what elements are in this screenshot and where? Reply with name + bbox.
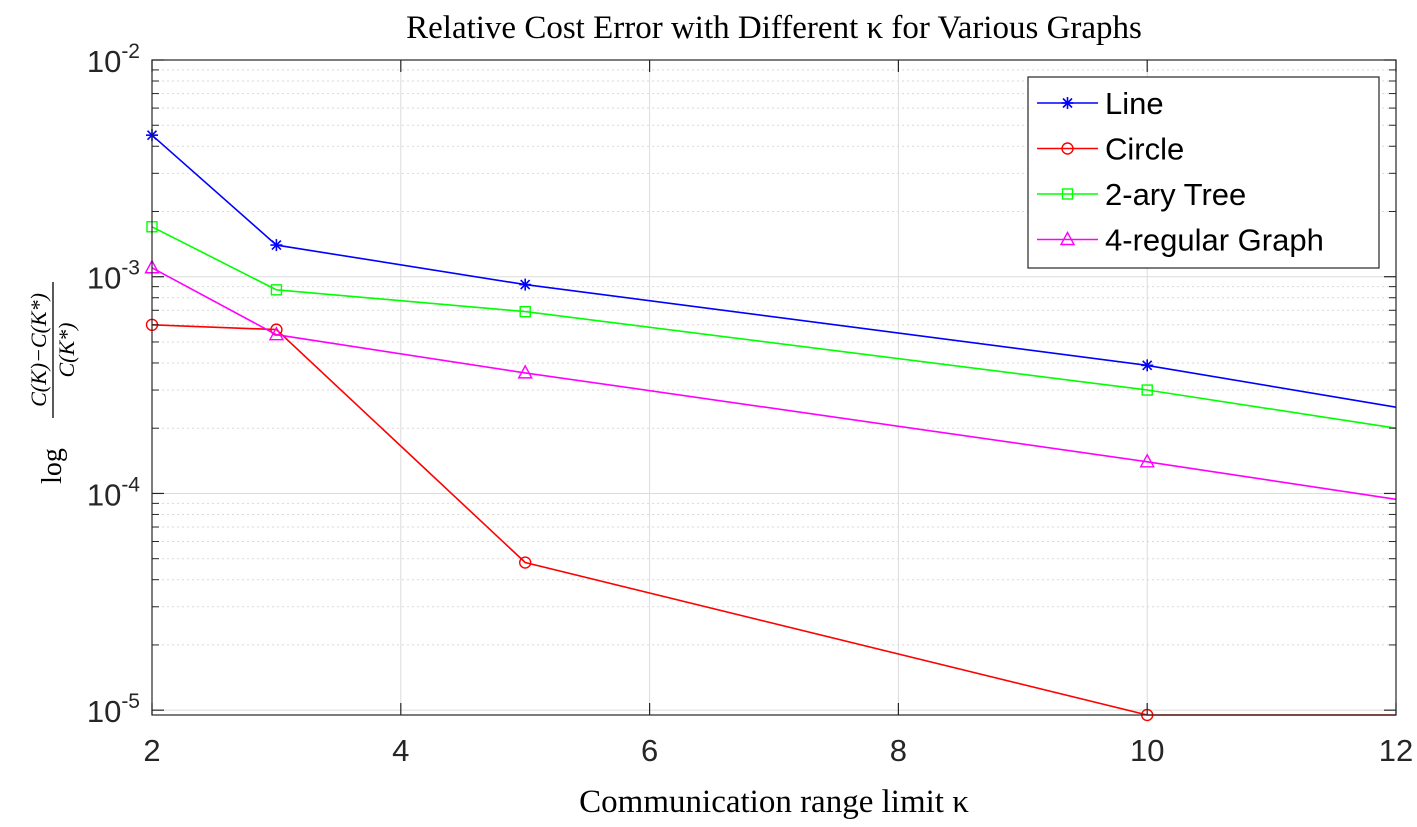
x-tick-label: 10 xyxy=(1130,733,1164,768)
y-tick-label: 10-2 xyxy=(87,40,140,79)
marker-stroke xyxy=(271,239,282,251)
x-tick-label: 4 xyxy=(392,733,409,768)
x-tick-labels: 2 4 6 8 10 12 xyxy=(143,733,1413,768)
series-layer xyxy=(144,129,1397,722)
legend-entry: 4-regular Graph xyxy=(1037,223,1324,258)
legend-box xyxy=(1027,76,1380,269)
x-tick-label: 8 xyxy=(890,733,907,768)
data-point xyxy=(1061,142,1074,155)
chart-title: Relative Cost Error with Different κ for… xyxy=(406,10,1142,46)
legend-label: Line xyxy=(1105,86,1164,121)
data-point xyxy=(519,305,531,318)
x-tick-label: 6 xyxy=(641,733,658,768)
data-point xyxy=(517,364,533,379)
data-point xyxy=(1141,359,1154,372)
y-tick-label: 10-3 xyxy=(87,257,140,296)
x-tick-label: 12 xyxy=(1379,733,1413,768)
y-tick-label: 10-4 xyxy=(87,473,140,512)
minor-grid xyxy=(152,69,1396,646)
series-line xyxy=(151,226,1397,429)
legend-entry: 2-ary Tree xyxy=(1037,177,1246,212)
legend-entry: Line xyxy=(1037,86,1164,121)
legend-label: 4-regular Graph xyxy=(1105,223,1324,258)
data-point xyxy=(1061,188,1074,200)
axis-ticks xyxy=(151,59,1397,715)
legend-entry: Circle xyxy=(1037,132,1184,167)
y-axis-label-prefix: log xyxy=(37,448,68,484)
legend: Line Circle 2-ary Tree 4-regular Graph xyxy=(1027,76,1380,269)
data-point xyxy=(1139,453,1155,468)
data-point xyxy=(270,239,283,252)
marker-stroke xyxy=(520,279,531,290)
legend-label: Circle xyxy=(1105,132,1184,167)
marker-stroke xyxy=(1142,360,1153,371)
series-line xyxy=(151,267,1397,501)
y-axis-label-numerator: C(K)−C(K*) xyxy=(26,293,51,407)
legend-label: 2-ary Tree xyxy=(1105,177,1246,212)
data-point xyxy=(519,556,532,569)
axes-box xyxy=(151,59,1397,716)
marker-stroke xyxy=(1062,97,1073,109)
series-line xyxy=(146,129,1397,408)
y-tick-label: 10-5 xyxy=(87,690,140,729)
data-point xyxy=(270,284,283,296)
y-tick-labels: 10-5 10-4 10-3 10-2 xyxy=(87,40,140,729)
data-point xyxy=(268,326,285,341)
y-axis-label: log C(K)−C(K*) C(K*) xyxy=(26,282,79,484)
y-axis-label-denominator: C(K*) xyxy=(54,323,79,378)
data-point xyxy=(1061,97,1074,109)
x-axis-label: Communication range limit κ xyxy=(579,784,969,820)
x-tick-label: 2 xyxy=(143,733,160,768)
data-point xyxy=(519,278,532,291)
data-point xyxy=(1141,384,1153,396)
data-point xyxy=(1059,231,1076,246)
